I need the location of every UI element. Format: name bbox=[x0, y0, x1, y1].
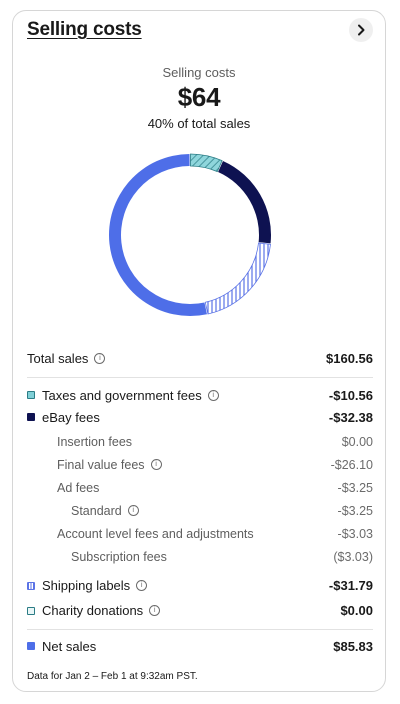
ebay-fees-row: eBay fees -$32.38 bbox=[27, 406, 373, 428]
insertion-fees-value: $0.00 bbox=[341, 434, 373, 449]
charity-value: $0.00 bbox=[340, 603, 373, 618]
charity-label: Charity donations bbox=[42, 603, 144, 618]
donut-slice-ebay-fees bbox=[218, 161, 271, 244]
charity-swatch bbox=[27, 606, 35, 615]
insertion-fees-row: Insertion fees $0.00 bbox=[27, 430, 373, 453]
shipping-labels-swatch bbox=[27, 581, 35, 590]
shipping-labels-value: -$31.79 bbox=[328, 578, 373, 593]
ad-fees-row: Ad fees -$3.25 bbox=[27, 476, 373, 499]
donut-slice-shipping-labels bbox=[204, 242, 271, 315]
account-level-row: Account level fees and adjustments -$3.0… bbox=[27, 522, 373, 545]
shipping-labels-label: Shipping labels bbox=[42, 578, 131, 593]
donut-chart bbox=[109, 153, 271, 316]
account-level-value: -$3.03 bbox=[337, 526, 373, 541]
data-range-note: Data for Jan 2 – Feb 1 at 9:32am PST. bbox=[27, 671, 198, 682]
charity-row: Charity donations i $0.00 bbox=[27, 598, 373, 623]
ad-fees-label: Ad fees bbox=[57, 480, 100, 495]
divider bbox=[27, 377, 373, 378]
total-sales-label: Total sales bbox=[27, 350, 89, 366]
net-sales-row: Net sales $85.83 bbox=[27, 634, 373, 658]
selling-costs-card: Selling costs Selling costs $64 40% of t… bbox=[12, 10, 386, 692]
standard-row: Standard i -$3.25 bbox=[27, 499, 373, 522]
subscription-fees-row: Subscription fees ($3.03) bbox=[27, 545, 373, 568]
total-sales-row: Total sales i $160.56 bbox=[27, 347, 373, 369]
info-icon[interactable]: i bbox=[94, 352, 106, 364]
info-icon[interactable]: i bbox=[136, 580, 148, 591]
total-sales-value: $160.56 bbox=[326, 350, 373, 366]
subscription-fees-value: ($3.03) bbox=[333, 549, 373, 564]
summary-amount: $64 bbox=[177, 82, 221, 112]
card-title[interactable]: Selling costs bbox=[27, 19, 142, 40]
insertion-fees-label: Insertion fees bbox=[57, 434, 133, 449]
taxes-label: Taxes and government fees bbox=[42, 387, 202, 403]
donut-slice-taxes-and-government-fees bbox=[190, 153, 223, 173]
taxes-value: -$10.56 bbox=[328, 387, 373, 403]
net-sales-swatch bbox=[27, 642, 35, 650]
ebay-fees-label: eBay fees bbox=[42, 409, 100, 425]
donut-slice-net-sales bbox=[109, 154, 207, 316]
final-value-fees-row: Final value fees i -$26.10 bbox=[27, 453, 373, 476]
info-icon[interactable]: i bbox=[149, 605, 161, 616]
final-value-fees-value: -$26.10 bbox=[330, 457, 373, 472]
info-icon[interactable]: i bbox=[127, 505, 139, 516]
ebay-fees-value: -$32.38 bbox=[328, 409, 373, 425]
chevron-right-button[interactable] bbox=[349, 18, 373, 42]
subscription-fees-label: Subscription fees bbox=[71, 549, 167, 564]
summary-label: Selling costs bbox=[162, 65, 236, 80]
divider bbox=[27, 629, 373, 630]
taxes-swatch bbox=[27, 391, 35, 399]
ebay-fees-swatch bbox=[27, 413, 35, 421]
summary-block: Selling costs $64 40% of total sales bbox=[13, 65, 385, 131]
info-icon[interactable]: i bbox=[150, 459, 162, 470]
standard-label: Standard bbox=[71, 503, 122, 518]
breakdown-list: Total sales i $160.56 Taxes and governme… bbox=[27, 347, 373, 658]
net-sales-label: Net sales bbox=[42, 638, 97, 654]
shipping-labels-row: Shipping labels i -$31.79 bbox=[27, 573, 373, 598]
standard-value: -$3.25 bbox=[337, 503, 373, 518]
account-level-label: Account level fees and adjustments bbox=[57, 526, 254, 541]
info-icon[interactable]: i bbox=[207, 389, 219, 401]
chevron-right-icon bbox=[358, 24, 365, 36]
net-sales-value: $85.83 bbox=[333, 638, 373, 654]
final-value-fees-label: Final value fees bbox=[57, 457, 145, 472]
ad-fees-value: -$3.25 bbox=[337, 480, 373, 495]
summary-percent: 40% of total sales bbox=[147, 116, 251, 131]
taxes-row: Taxes and government fees i -$10.56 bbox=[27, 384, 373, 406]
